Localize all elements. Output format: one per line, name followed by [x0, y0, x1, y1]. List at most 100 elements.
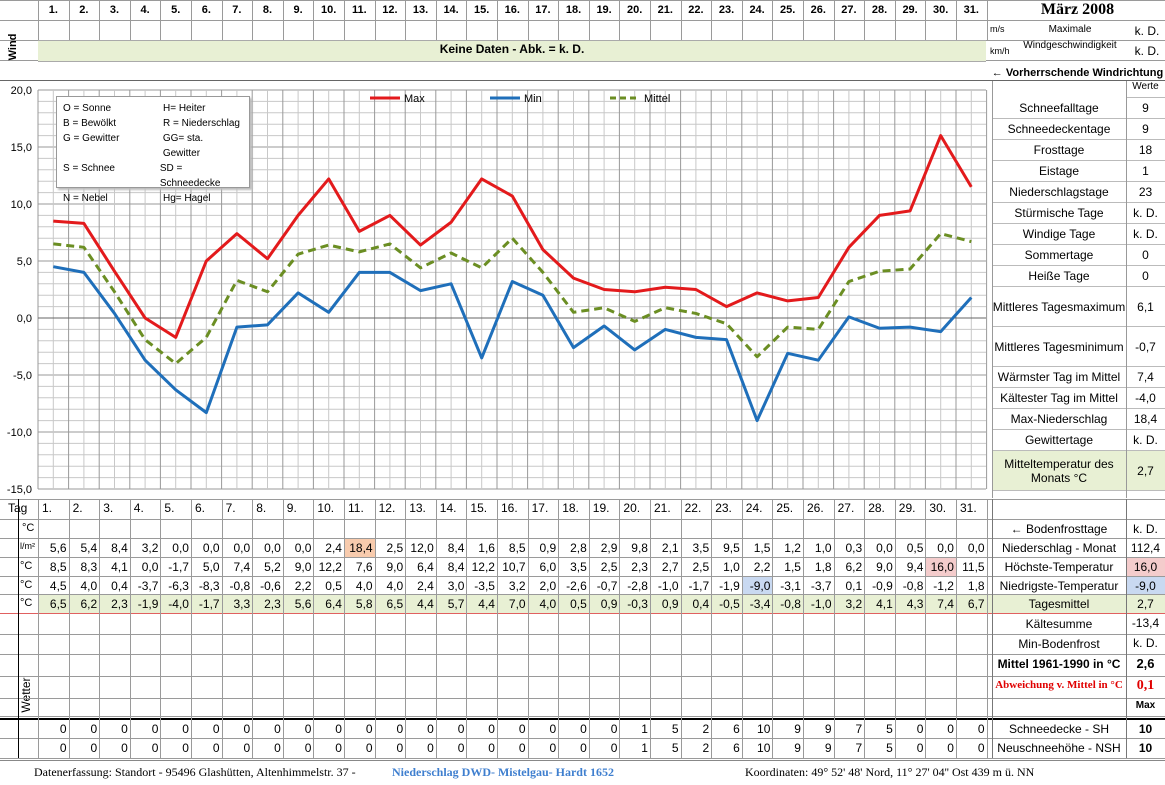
table-day-header: 2. — [73, 501, 83, 515]
unit-label: °C — [20, 597, 32, 609]
table-cell: 7,4 — [222, 558, 253, 576]
weather-legend-item: GG= sta. Gewitter — [163, 131, 243, 161]
snow-cell: 0 — [283, 739, 314, 758]
footer: Datenerfassung: Standort - 95496 Glashüt… — [0, 760, 1165, 785]
snow-cell: 0 — [252, 739, 283, 758]
weather-legend-item: N = Nebel — [63, 191, 163, 206]
snow-cell: 0 — [405, 739, 436, 758]
extra-label: Kältesumme — [992, 617, 1126, 631]
grid-line — [252, 499, 253, 758]
bodenfrost-value: k. D. — [1126, 522, 1165, 536]
snow-row-total: 10 — [1126, 722, 1165, 736]
footer-link[interactable]: Niederschlag DWD- Mistelgau- Hardt 1652 — [392, 765, 614, 780]
snow-row-label: Schneedecke - SH — [992, 722, 1126, 736]
snow-cell: 7 — [834, 739, 865, 758]
table-cell: 2,0 — [528, 577, 559, 595]
table-cell: 2,1 — [650, 539, 681, 557]
snow-cell: 0 — [130, 739, 161, 758]
grid-line — [650, 499, 651, 758]
unit-label: °C — [22, 522, 34, 534]
stat-value: 0 — [1126, 266, 1165, 287]
legend-label-max: Max — [404, 93, 425, 105]
grid-line — [0, 499, 1165, 500]
snow-cell: 0 — [466, 739, 497, 758]
y-tick-label: -10,0 — [7, 427, 32, 439]
table-day-header: 28. — [868, 501, 885, 515]
stat-value: -4,0 — [1126, 388, 1165, 409]
y-tick-label: 0,0 — [17, 313, 32, 325]
footer-source: Datenerfassung: Standort - 95496 Glashüt… — [34, 765, 356, 780]
stat-label: Mittleres Tagesminimum — [992, 327, 1126, 367]
table-cell: -1,7 — [160, 558, 191, 576]
unit-label: l/m² — [20, 541, 35, 551]
table-cell: 2,4 — [313, 539, 344, 557]
table-cell: -1,9 — [130, 595, 161, 613]
table-cell: 2,5 — [681, 558, 712, 576]
table-cell: 0,4 — [681, 595, 712, 613]
table-day-header: 8. — [256, 501, 266, 515]
grid-line — [864, 499, 865, 758]
stat-label: Schneedeckentage — [992, 119, 1126, 140]
table-cell: 8,4 — [436, 558, 467, 576]
table-cell: 1,5 — [742, 539, 773, 557]
snow-cell: 0 — [160, 720, 191, 739]
table-cell: 9,5 — [711, 539, 742, 557]
table-day-header: 18. — [562, 501, 579, 515]
stat-value: k. D. — [1126, 430, 1165, 451]
stat-value: -0,7 — [1126, 327, 1165, 367]
table-cell: -0,5 — [711, 595, 742, 613]
snow-cell: 0 — [283, 720, 314, 739]
table-day-header: 9. — [287, 501, 297, 515]
table-cell: 7,0 — [497, 595, 528, 613]
row-label: Tagesmittel — [992, 597, 1126, 611]
table-day-header: 15. — [470, 501, 487, 515]
grid-line — [0, 594, 1165, 595]
table-cell: 4,1 — [99, 558, 130, 576]
y-tick-label: -5,0 — [13, 370, 32, 382]
table-cell: 6,4 — [313, 595, 344, 613]
snow-cell: 0 — [528, 739, 559, 758]
table-cell: 5,8 — [344, 595, 375, 613]
table-day-header: 25. — [776, 501, 793, 515]
table-day-header: 20. — [623, 501, 640, 515]
grid-line — [987, 499, 988, 758]
table-cell: 18,4 — [344, 539, 375, 557]
snow-cell: 0 — [558, 720, 589, 739]
table-cell: 5,6 — [283, 595, 314, 613]
table-cell: 8,5 — [497, 539, 528, 557]
weather-legend-item: H= Heiter — [163, 101, 206, 116]
snow-cell: 0 — [405, 720, 436, 739]
row-total: 112,4 — [1126, 539, 1165, 557]
table-cell: 0,0 — [864, 539, 895, 557]
snow-cell: 2 — [681, 720, 712, 739]
stat-value: 1 — [1126, 161, 1165, 182]
table-cell: -1,7 — [191, 595, 222, 613]
table-day-header: 1. — [42, 501, 52, 515]
table-cell: 4,0 — [69, 577, 100, 595]
stat-label: Frosttage — [992, 140, 1126, 161]
table-cell: 10,7 — [497, 558, 528, 576]
snow-cell: 0 — [375, 739, 406, 758]
table-cell: 1,6 — [466, 539, 497, 557]
snow-cell: 1 — [619, 739, 650, 758]
table-cell: 2,2 — [283, 577, 314, 595]
grid-line — [956, 499, 957, 758]
extra-value: k. D. — [1126, 636, 1165, 650]
footer-coordinates: Koordinaten: 49° 52' 48' Nord, 11° 27' 0… — [745, 765, 1034, 780]
table-day-header: 17. — [532, 501, 549, 515]
table-cell: -2,8 — [619, 577, 650, 595]
grid-line — [803, 499, 804, 758]
snow-cell: 7 — [834, 720, 865, 739]
table-cell: 6,5 — [38, 595, 69, 613]
table-cell: 0,0 — [252, 539, 283, 557]
grid-line — [711, 499, 712, 758]
table-cell: 6,2 — [69, 595, 100, 613]
legend-label-mittel: Mittel — [644, 93, 670, 105]
table-day-header: 22. — [685, 501, 702, 515]
table-cell: -0,8 — [772, 595, 803, 613]
snow-cell: 0 — [222, 720, 253, 739]
extra-value: 0,1 — [1126, 678, 1165, 694]
stat-value: 6,1 — [1126, 287, 1165, 327]
